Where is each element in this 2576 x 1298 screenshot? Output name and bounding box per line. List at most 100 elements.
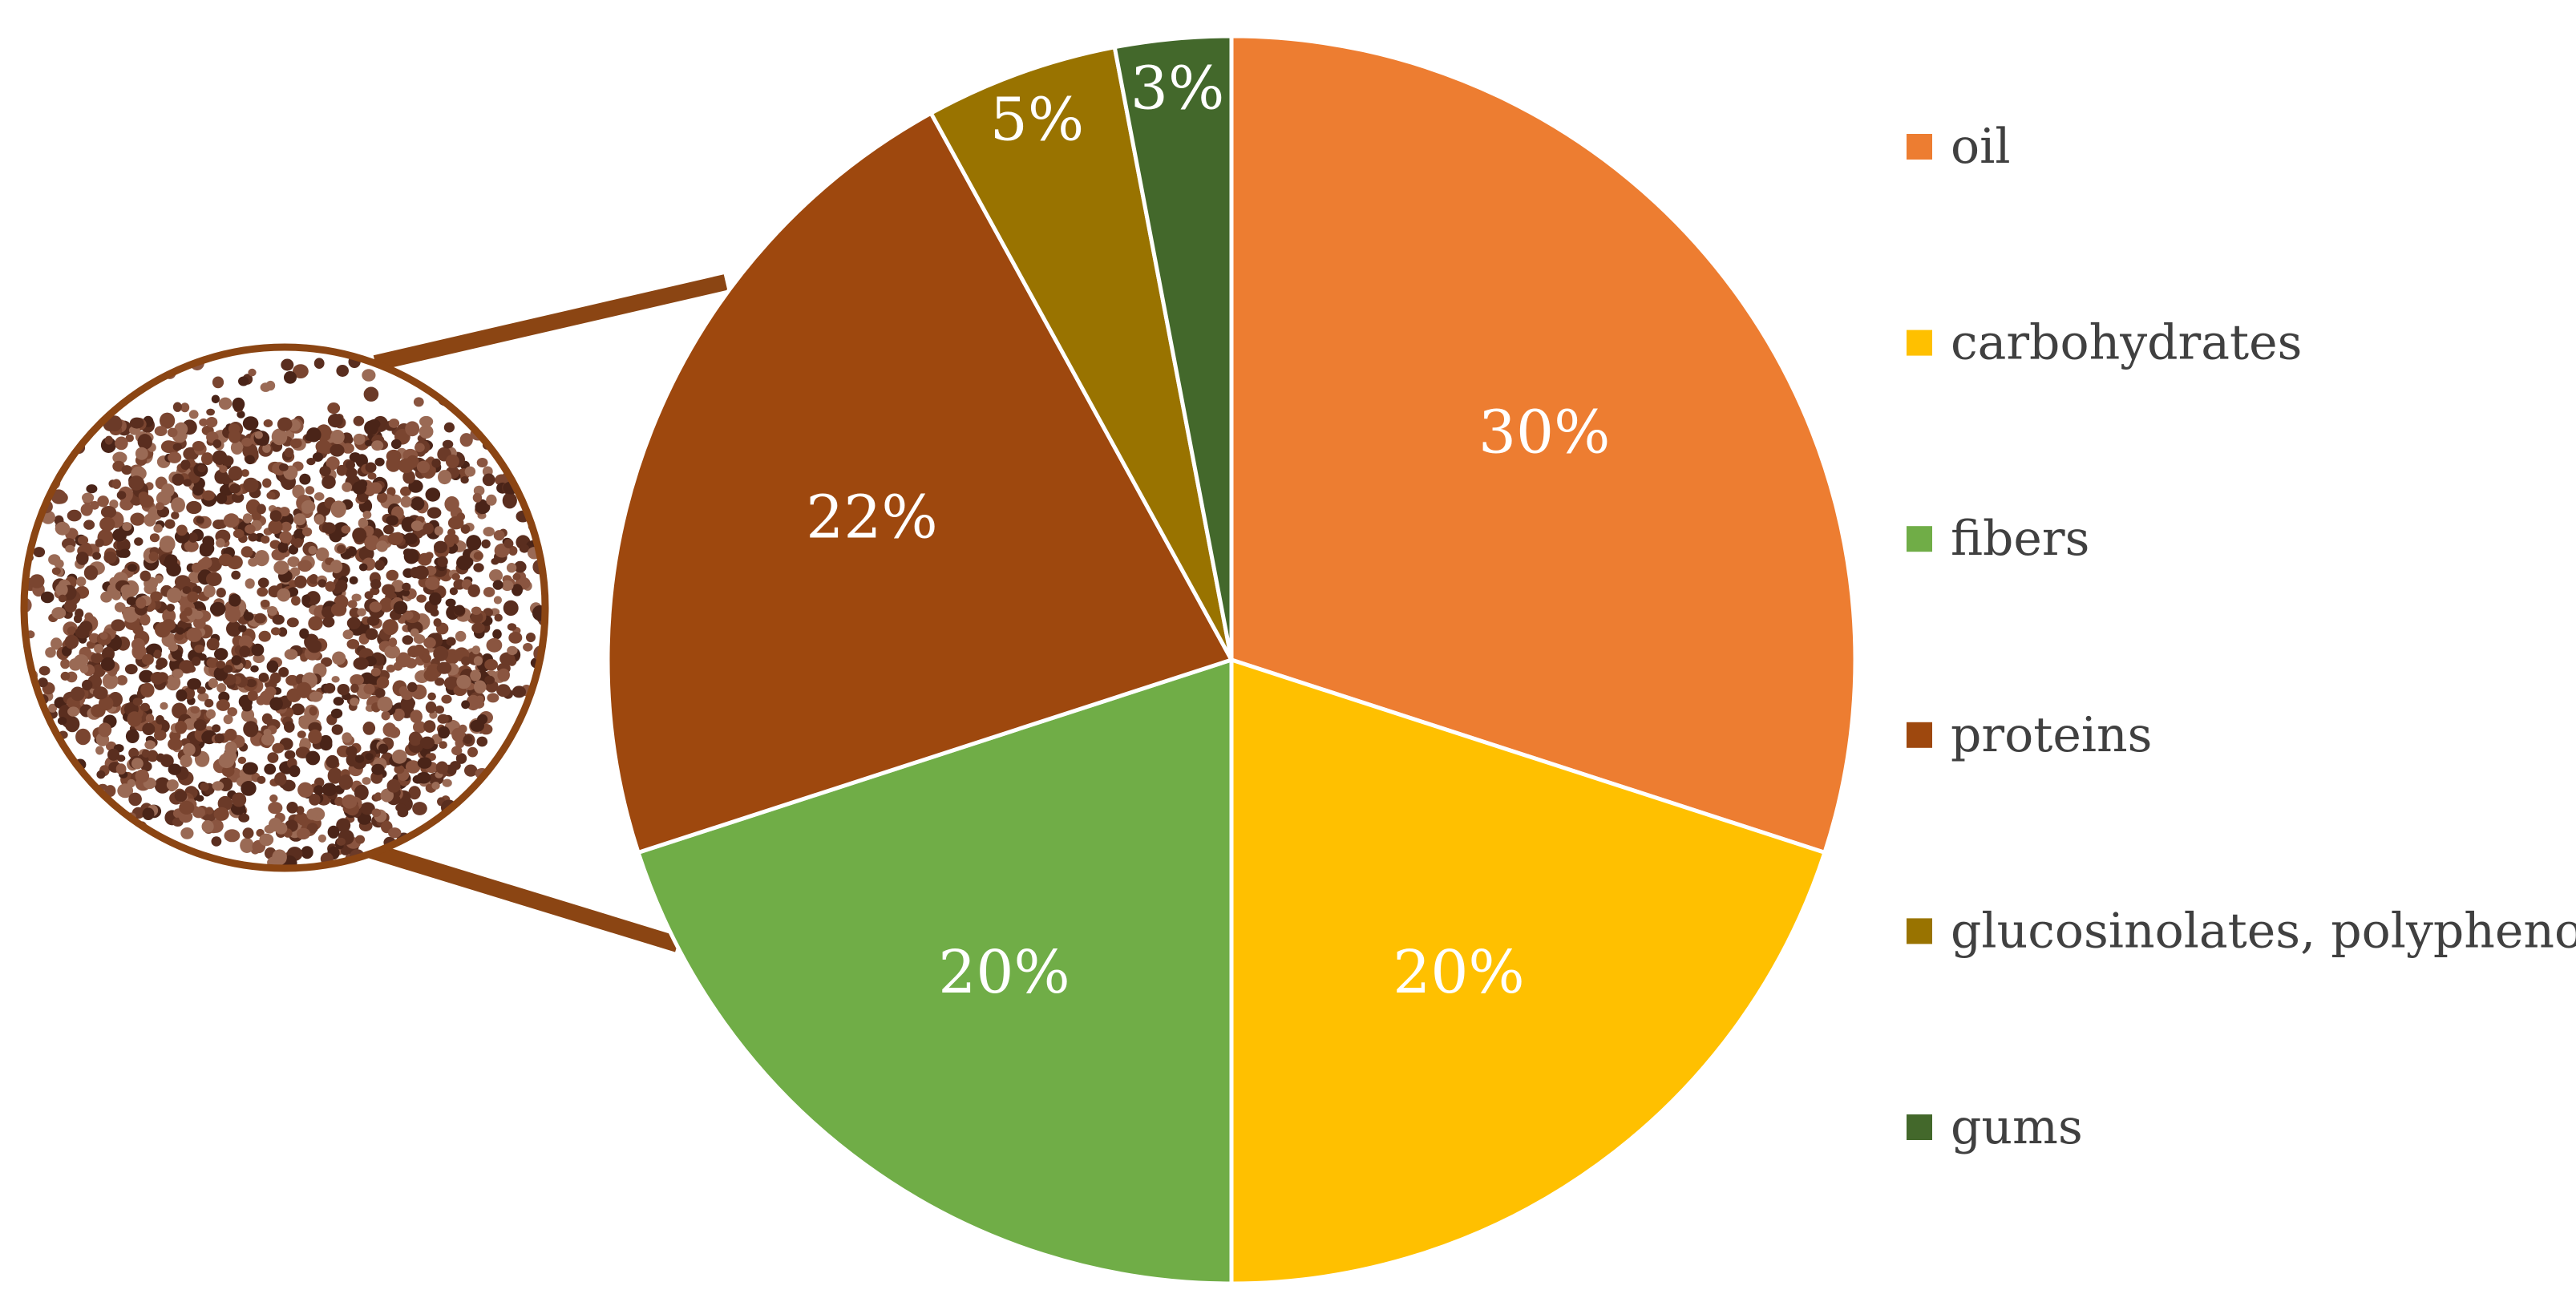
- seed-dot: [138, 491, 149, 501]
- seed-dot: [52, 491, 68, 504]
- seed-dot: [216, 538, 225, 548]
- seed-dot: [331, 724, 343, 735]
- seed-dot: [224, 741, 237, 755]
- seed-dot: [386, 449, 402, 463]
- seed-dot: [114, 602, 126, 613]
- seed-dot: [279, 531, 293, 544]
- seed-dot: [267, 606, 278, 616]
- seed-dot: [327, 457, 340, 469]
- seed-dot: [342, 794, 358, 809]
- seed-dot: [442, 778, 452, 787]
- seed-dot: [284, 649, 298, 660]
- seed-dot: [49, 452, 60, 462]
- seed-dot: [327, 414, 343, 428]
- seed-dot: [363, 386, 379, 402]
- seed-dot: [477, 714, 488, 725]
- seed-dot: [400, 695, 415, 712]
- seed-dot: [124, 664, 138, 675]
- seed-dot: [98, 722, 112, 738]
- seed-dot: [163, 847, 172, 855]
- seed-dot: [352, 481, 367, 495]
- seed-dot: [128, 792, 142, 807]
- seed-dot: [237, 410, 245, 419]
- seed-dot: [175, 721, 188, 734]
- seed-dot: [51, 567, 61, 576]
- seed-dot: [511, 463, 520, 471]
- seed-dot: [386, 487, 396, 497]
- seed-dot: [84, 835, 98, 847]
- seed-dot: [406, 681, 418, 693]
- seed-dot: [297, 827, 310, 840]
- seed-dot: [437, 372, 448, 382]
- seed-dot: [82, 679, 93, 691]
- seed-dot: [493, 596, 503, 605]
- seed-dot: [345, 467, 358, 479]
- seed-dot: [383, 524, 394, 535]
- seed-dot: [112, 528, 127, 542]
- seed-dot: [212, 376, 224, 389]
- seed-dot: [269, 697, 283, 711]
- seed-dot: [99, 696, 114, 711]
- seed-dot: [301, 846, 313, 859]
- seed-dot: [135, 769, 150, 783]
- seed-dot: [528, 441, 539, 453]
- seed-dot: [331, 676, 340, 683]
- seed-dot: [140, 570, 152, 582]
- seed-dot: [506, 754, 517, 764]
- seed-dot: [464, 466, 476, 477]
- seed-dot: [350, 683, 359, 693]
- seed-dot: [423, 720, 436, 733]
- seed-dot: [306, 427, 321, 443]
- seed-dot: [410, 520, 423, 532]
- seed-dot: [456, 512, 466, 521]
- seed-dot: [55, 796, 69, 811]
- seed-dot: [482, 473, 495, 487]
- seed-dot: [429, 592, 442, 606]
- seed-dot: [313, 785, 324, 795]
- seed-dot: [156, 715, 164, 725]
- seed-dot: [502, 828, 514, 839]
- seed-dot: [364, 535, 380, 551]
- seed-dot: [131, 758, 144, 770]
- seed-dot: [212, 781, 224, 791]
- seed-dot: [299, 628, 309, 639]
- seed-dot: [94, 644, 104, 653]
- seed-dot: [221, 765, 235, 778]
- seed-dot: [99, 516, 115, 532]
- seed-dot: [116, 491, 127, 499]
- seed-dot: [180, 754, 192, 768]
- legend-label-glucosinolates-polyphenols: glucosinolates, polyphenols: [1951, 903, 2576, 959]
- seed-dot: [461, 700, 470, 710]
- seed-dot: [374, 457, 385, 467]
- seed-dot: [82, 492, 95, 503]
- seed-dot: [107, 415, 123, 432]
- seed-dot: [144, 740, 156, 750]
- seed-dot: [24, 495, 34, 510]
- seed-dot: [73, 850, 83, 859]
- seed-dot: [517, 837, 531, 847]
- seed-dot: [421, 653, 431, 664]
- seed-dot: [41, 828, 58, 842]
- seed-dot: [425, 552, 434, 560]
- seed-dot: [31, 755, 42, 765]
- seed-dot: [172, 649, 183, 660]
- seed-dot: [272, 614, 285, 625]
- seed-dot: [514, 357, 529, 372]
- seed-dot: [278, 463, 289, 471]
- legend-label-carbohydrates: carbohydrates: [1951, 315, 2302, 371]
- seed-dot: [494, 832, 503, 839]
- seed-dot: [261, 733, 275, 746]
- seed-dot: [514, 560, 527, 573]
- seed-dot: [470, 669, 481, 681]
- seed-dot: [168, 763, 182, 775]
- seed-dot: [238, 625, 247, 633]
- seed-dot: [483, 527, 495, 537]
- seed-dot: [362, 511, 372, 520]
- seed-dot: [443, 422, 455, 433]
- seed-dot: [442, 439, 454, 449]
- seed-dot: [92, 552, 101, 560]
- seed-dot: [183, 743, 196, 756]
- legend-item-oil: oil: [1907, 119, 2011, 175]
- seed-dot: [141, 653, 154, 665]
- seed-dot: [65, 544, 75, 553]
